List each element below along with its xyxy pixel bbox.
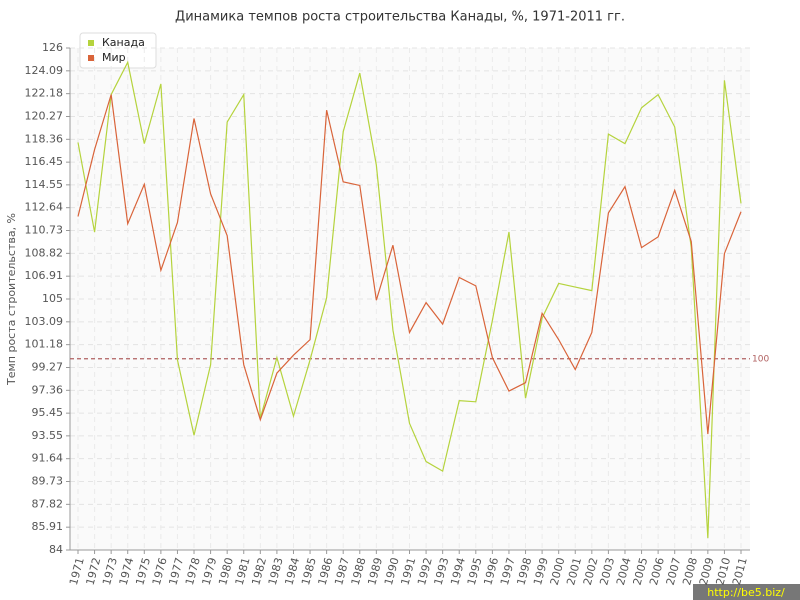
- series-line: [77, 60, 742, 539]
- legend-label: Канада: [102, 36, 145, 49]
- y-tick-label: 105: [42, 292, 63, 305]
- legend-label: Мир: [102, 51, 126, 64]
- y-tick-label: 116.45: [25, 155, 64, 168]
- legend-swatch: [88, 55, 94, 61]
- y-tick-label: 120.27: [25, 109, 64, 122]
- y-tick-label: 110.73: [25, 224, 64, 237]
- y-tick-label: 106.91: [25, 269, 64, 282]
- y-tick-label: 124.09: [25, 64, 64, 77]
- y-tick-label: 118.36: [25, 132, 64, 145]
- watermark-box: [693, 584, 800, 600]
- y-tick-label: 89.73: [32, 475, 64, 488]
- y-tick-label: 99.27: [32, 360, 64, 373]
- y-tick-label: 87.82: [32, 497, 64, 510]
- y-tick-label: 126: [42, 41, 63, 54]
- series-line: [77, 94, 742, 435]
- y-axis-label: Темп роста строительства, %: [5, 213, 18, 386]
- y-tick-label: 85.91: [32, 520, 64, 533]
- y-tick-label: 108.82: [25, 246, 64, 259]
- y-tick-label: 101.18: [25, 338, 64, 351]
- reference-label: 100: [752, 354, 769, 364]
- legend-box: [79, 32, 157, 69]
- y-tick-label: 97.36: [32, 383, 64, 396]
- y-tick-label: 112.64: [25, 201, 64, 214]
- watermark: http://be5.biz/: [707, 586, 785, 599]
- y-tick-label: 103.09: [25, 315, 64, 328]
- y-tick-label: 93.55: [32, 429, 64, 442]
- y-tick-label: 122.18: [25, 87, 64, 100]
- y-tick-label: 84: [49, 543, 63, 556]
- y-tick-label: 91.64: [32, 452, 64, 465]
- y-tick-label: 95.45: [32, 406, 64, 419]
- chart-title: Динамика темпов роста строительства Кана…: [175, 10, 625, 25]
- y-tick-label: 114.55: [25, 178, 64, 191]
- legend-swatch: [88, 40, 94, 46]
